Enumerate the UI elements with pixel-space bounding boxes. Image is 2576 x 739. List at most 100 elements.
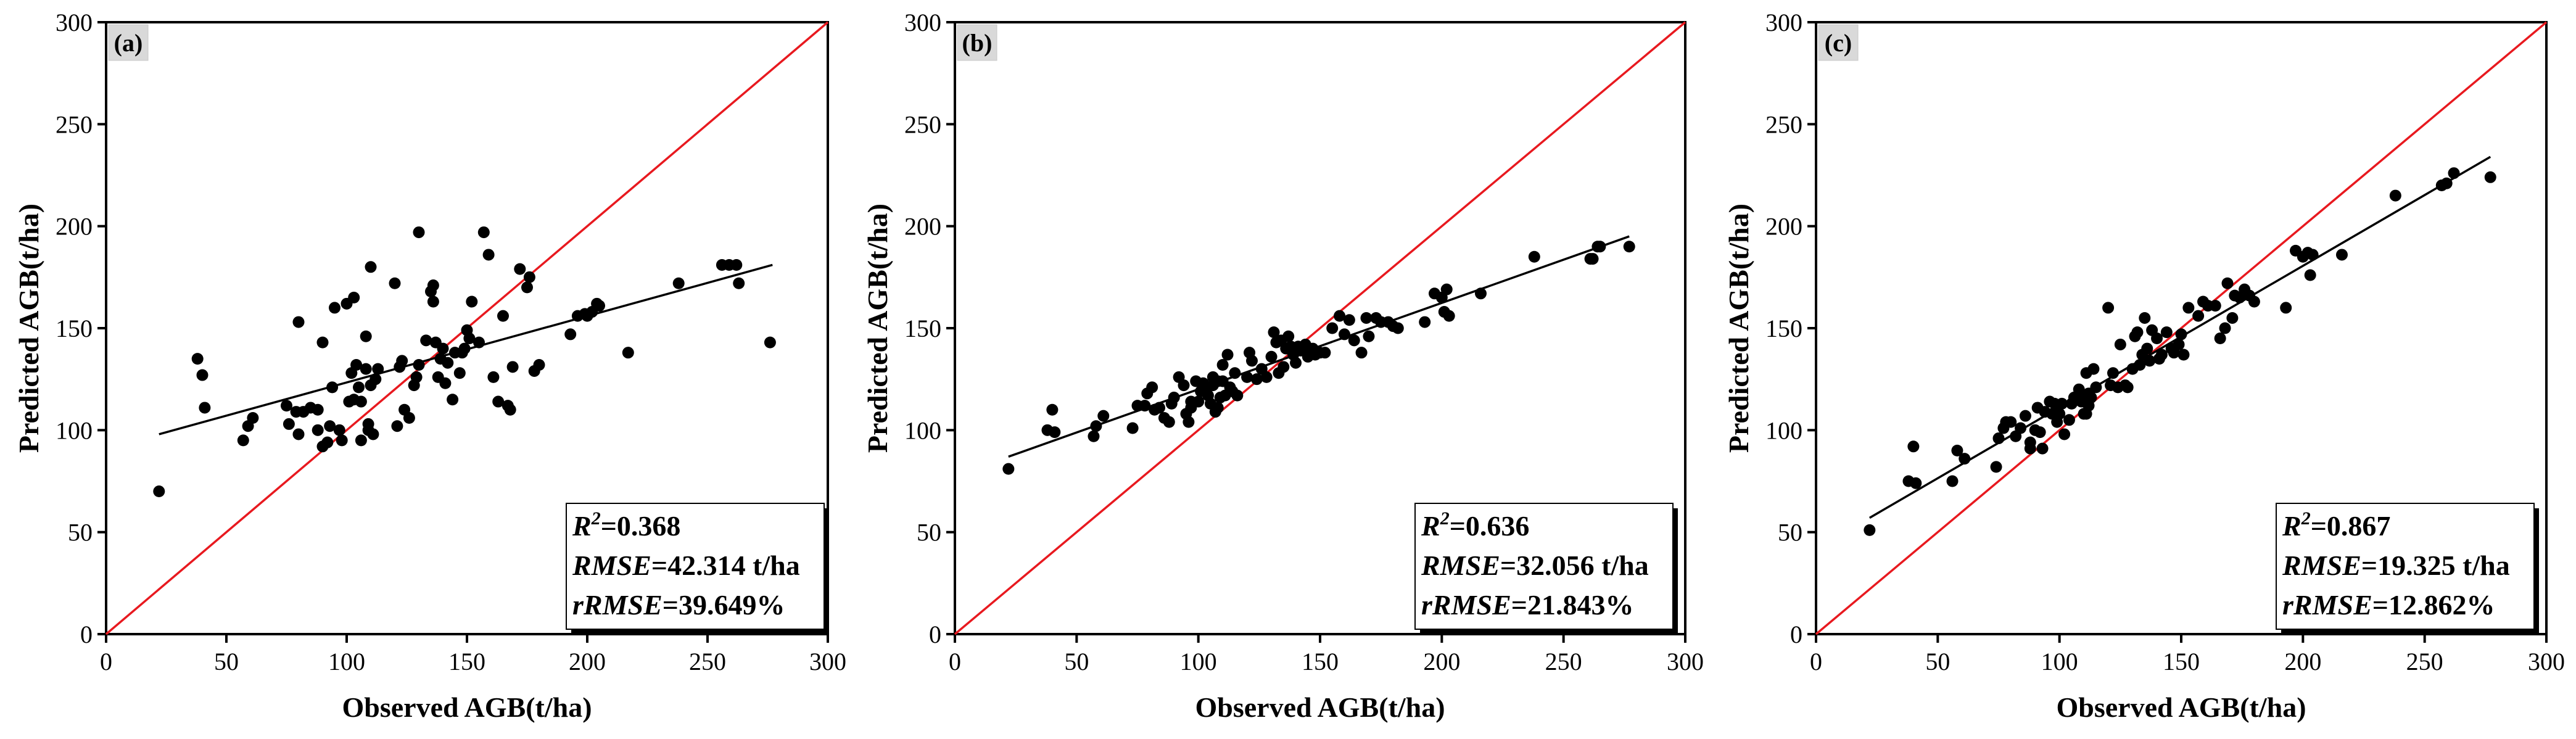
data-point: [360, 363, 372, 375]
stat-rrmse-label: rRMSE: [1421, 589, 1511, 621]
data-point: [477, 226, 490, 239]
data-point: [1097, 410, 1110, 422]
data-point: [2389, 189, 2401, 202]
data-point: [355, 395, 367, 408]
data-point: [1278, 361, 1290, 373]
data-point: [1910, 477, 1922, 489]
data-point: [1440, 283, 1453, 295]
chart-panel-2: 0 50 100 150 200 250 300 0 50 100 150 200 250 300 Obse…: [862, 9, 1704, 723]
x-tick-label: 200: [1423, 648, 1460, 675]
stat-rrmse: rRMSE=12.862%: [2282, 589, 2495, 621]
data-point: [1623, 241, 1635, 253]
data-point: [2141, 342, 2153, 355]
data-point: [2173, 338, 2185, 350]
data-point: [523, 271, 535, 283]
data-point: [466, 295, 478, 308]
x-tick-label: 250: [1545, 648, 1582, 675]
data-point: [283, 418, 295, 430]
data-point: [1231, 389, 1244, 402]
panel-label-bg: [1818, 24, 1859, 61]
data-point: [672, 277, 685, 289]
data-point: [2280, 302, 2292, 314]
y-tick-label: 150: [56, 315, 93, 342]
data-point: [1864, 524, 1876, 536]
panel-label-bg: [957, 24, 997, 61]
data-point: [333, 424, 345, 436]
data-point: [292, 316, 305, 328]
y-tick-label: 300: [1765, 9, 1802, 36]
stat-rmse-value: =19.325 t/ha: [2361, 550, 2510, 581]
regression-line: [1008, 235, 1630, 458]
data-point: [420, 334, 432, 347]
data-point: [1212, 402, 1224, 414]
data-point: [2036, 442, 2049, 455]
data-point: [453, 367, 466, 379]
data-point: [1419, 316, 1431, 328]
data-point: [403, 411, 415, 424]
data-point: [2034, 426, 2046, 439]
stat-r2-value: =0.368: [601, 510, 681, 542]
data-point: [1163, 416, 1175, 428]
data-point: [2139, 312, 2151, 324]
stat-rmse-label: RMSE: [572, 550, 651, 581]
data-point: [2178, 349, 2190, 361]
stat-rmse: RMSE=42.314 t/ha: [572, 550, 800, 581]
data-point: [1049, 426, 1061, 439]
panel-label-text: (c): [1825, 29, 1852, 57]
data-point: [348, 291, 360, 303]
data-point: [439, 377, 452, 389]
y-tick-label: 300: [904, 9, 941, 36]
data-point: [504, 403, 516, 416]
data-point: [247, 411, 259, 424]
data-point: [2304, 269, 2316, 281]
data-point: [2209, 300, 2221, 312]
stat-r2: R2=0.368: [572, 508, 680, 542]
data-point: [533, 359, 545, 371]
data-point: [1363, 330, 1375, 342]
regression-line: [1868, 155, 2491, 519]
data-point: [2484, 171, 2496, 183]
data-point: [521, 281, 533, 294]
data-point: [2085, 391, 2097, 403]
data-point: [1951, 444, 1963, 456]
data-point: [1192, 395, 1205, 408]
data-point: [410, 371, 423, 383]
stat-r2-label: R: [2282, 510, 2301, 542]
one-to-one-line: [1815, 21, 2548, 635]
x-tick-label: 150: [448, 648, 485, 675]
data-point: [367, 428, 379, 440]
stat-rrmse: rRMSE=21.843%: [1421, 589, 1633, 621]
data-point: [622, 347, 634, 359]
y-tick-label: 250: [56, 110, 93, 138]
data-point: [2335, 249, 2348, 261]
stat-r2-sup: 2: [1440, 508, 1450, 529]
stats-box: [566, 503, 825, 630]
stat-rmse-label: RMSE: [2282, 550, 2361, 581]
data-point: [482, 249, 495, 261]
data-point: [336, 434, 348, 447]
data-point: [2160, 326, 2173, 339]
y-tick-label: 150: [1765, 315, 1802, 342]
data-point: [1355, 347, 1368, 359]
data-point: [1326, 322, 1339, 334]
data-point: [2182, 302, 2195, 314]
data-point: [324, 420, 336, 432]
x-tick-label: 150: [1302, 648, 1339, 675]
data-point: [153, 485, 165, 498]
data-point: [514, 263, 526, 275]
data-point: [427, 295, 439, 308]
stat-rrmse: rRMSE=39.649%: [572, 589, 785, 621]
y-axis-title: Predicted AGB(t/ha): [13, 204, 44, 453]
one-to-one-line: [954, 21, 1686, 635]
data-point: [199, 402, 211, 414]
data-point: [1443, 310, 1455, 322]
data-point: [1392, 322, 1404, 334]
data-point: [350, 359, 363, 371]
data-point: [1268, 326, 1280, 339]
x-axis-title: Observed AGB(t/ha): [2056, 692, 2306, 723]
data-point: [1002, 463, 1015, 475]
data-point: [1146, 381, 1158, 394]
stat-r2-label: R: [572, 510, 592, 542]
x-tick-label: 0: [1810, 648, 1822, 675]
x-tick-label: 150: [2163, 648, 2200, 675]
